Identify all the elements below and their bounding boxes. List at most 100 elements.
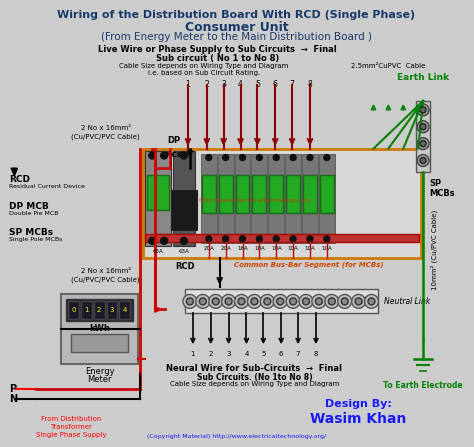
Circle shape xyxy=(247,295,261,308)
Bar xyxy=(251,154,267,243)
Text: 10A: 10A xyxy=(305,246,315,251)
Circle shape xyxy=(239,155,246,160)
Text: 10A: 10A xyxy=(254,246,265,251)
Text: 7: 7 xyxy=(296,351,301,357)
Bar xyxy=(286,175,300,213)
Polygon shape xyxy=(11,169,17,175)
Circle shape xyxy=(212,298,219,305)
Circle shape xyxy=(417,121,429,133)
Circle shape xyxy=(273,155,279,160)
Circle shape xyxy=(365,295,378,308)
Text: Common Bus-Bar Segment (for MCBs): Common Bus-Bar Segment (for MCBs) xyxy=(234,261,384,268)
Text: 10A: 10A xyxy=(288,246,299,251)
Text: RCD: RCD xyxy=(9,175,30,184)
Circle shape xyxy=(149,237,155,245)
Bar xyxy=(173,151,195,246)
Text: Neural Wire for Sub-Circuits  →  Final: Neural Wire for Sub-Circuits → Final xyxy=(166,364,342,373)
Circle shape xyxy=(328,298,335,305)
Text: MCB: MCB xyxy=(165,152,182,157)
Bar xyxy=(236,175,249,213)
Text: 2.5mm²CuPVC  Cable: 2.5mm²CuPVC Cable xyxy=(351,63,426,69)
Circle shape xyxy=(206,236,212,242)
Bar xyxy=(269,175,283,213)
Bar xyxy=(119,301,130,319)
Circle shape xyxy=(181,237,187,245)
Text: Single Pole MCBs: Single Pole MCBs xyxy=(9,237,63,242)
Bar xyxy=(71,334,128,352)
Text: 10A: 10A xyxy=(271,246,282,251)
Text: 5: 5 xyxy=(255,80,260,89)
Bar xyxy=(94,301,105,319)
Text: 4: 4 xyxy=(238,80,243,89)
Text: 16A: 16A xyxy=(237,246,248,251)
Bar xyxy=(147,175,169,210)
Circle shape xyxy=(273,236,279,242)
Bar xyxy=(171,190,197,230)
Bar xyxy=(68,301,79,319)
Text: Sub Circuits. (No 1to No 8): Sub Circuits. (No 1to No 8) xyxy=(197,373,312,382)
Text: DP: DP xyxy=(167,135,181,145)
Bar xyxy=(201,154,217,243)
Circle shape xyxy=(325,295,339,308)
Text: (From Energy Meter to the Main Distribution Board ): (From Energy Meter to the Main Distribut… xyxy=(101,31,372,42)
Text: kWh: kWh xyxy=(89,324,110,333)
Text: 4: 4 xyxy=(244,351,249,357)
Text: 20A: 20A xyxy=(220,246,231,251)
Circle shape xyxy=(209,295,223,308)
Circle shape xyxy=(290,155,296,160)
Bar xyxy=(319,154,335,243)
Circle shape xyxy=(417,104,429,116)
Text: Cable Size depends on Wiring Type and Diagram: Cable Size depends on Wiring Type and Di… xyxy=(119,63,289,69)
Bar xyxy=(145,234,419,242)
Circle shape xyxy=(161,237,168,245)
Text: Neutral Link: Neutral Link xyxy=(384,297,431,306)
Bar xyxy=(303,175,317,213)
Text: 1: 1 xyxy=(84,308,89,313)
Circle shape xyxy=(256,155,262,160)
Text: 2 No x 16mm²
(Cu/PVC/PVC Cable): 2 No x 16mm² (Cu/PVC/PVC Cable) xyxy=(71,125,140,140)
Circle shape xyxy=(324,236,330,242)
Bar xyxy=(285,154,301,243)
Text: 4: 4 xyxy=(123,308,127,313)
Circle shape xyxy=(341,298,348,305)
Text: N: N xyxy=(9,394,18,404)
Text: 6: 6 xyxy=(279,351,283,357)
Text: 5: 5 xyxy=(261,351,265,357)
Text: 0: 0 xyxy=(71,308,75,313)
Circle shape xyxy=(149,152,155,159)
Circle shape xyxy=(286,295,300,308)
Text: 8: 8 xyxy=(314,351,318,357)
Circle shape xyxy=(420,107,426,113)
Bar xyxy=(202,175,216,213)
Text: 2: 2 xyxy=(97,308,101,313)
Circle shape xyxy=(307,236,313,242)
Circle shape xyxy=(420,124,426,130)
Circle shape xyxy=(290,236,296,242)
Text: Design By:: Design By: xyxy=(325,399,392,409)
Bar xyxy=(416,101,430,173)
Text: i.e. based on Sub Circuit Rating.: i.e. based on Sub Circuit Rating. xyxy=(148,70,260,76)
Bar xyxy=(320,175,334,213)
Circle shape xyxy=(161,152,168,159)
Circle shape xyxy=(417,155,429,166)
Bar xyxy=(145,151,171,246)
Text: http://www.electricaltechnology.org: http://www.electricaltechnology.org xyxy=(199,198,310,202)
Text: Wiring of the Distribution Board With RCD (Single Phase): Wiring of the Distribution Board With RC… xyxy=(57,10,416,20)
Circle shape xyxy=(235,295,248,308)
Text: Wasim Khan: Wasim Khan xyxy=(310,412,407,426)
Text: 2: 2 xyxy=(204,80,209,89)
Circle shape xyxy=(355,298,362,305)
Text: 8: 8 xyxy=(308,80,312,89)
Text: From Distribution
Transformer
Single Phase Supply: From Distribution Transformer Single Pha… xyxy=(36,417,106,439)
Text: 20A: 20A xyxy=(203,246,214,251)
Bar xyxy=(253,175,266,213)
Bar xyxy=(268,154,284,243)
Text: 6: 6 xyxy=(273,80,278,89)
Text: 3: 3 xyxy=(221,80,226,89)
Circle shape xyxy=(302,298,310,305)
Text: Live Wire or Phase Supply to Sub Circuits  →  Final: Live Wire or Phase Supply to Sub Circuit… xyxy=(98,46,337,55)
Text: DP MCB: DP MCB xyxy=(9,202,49,211)
Circle shape xyxy=(206,155,212,160)
Circle shape xyxy=(290,298,297,305)
Circle shape xyxy=(256,236,262,242)
